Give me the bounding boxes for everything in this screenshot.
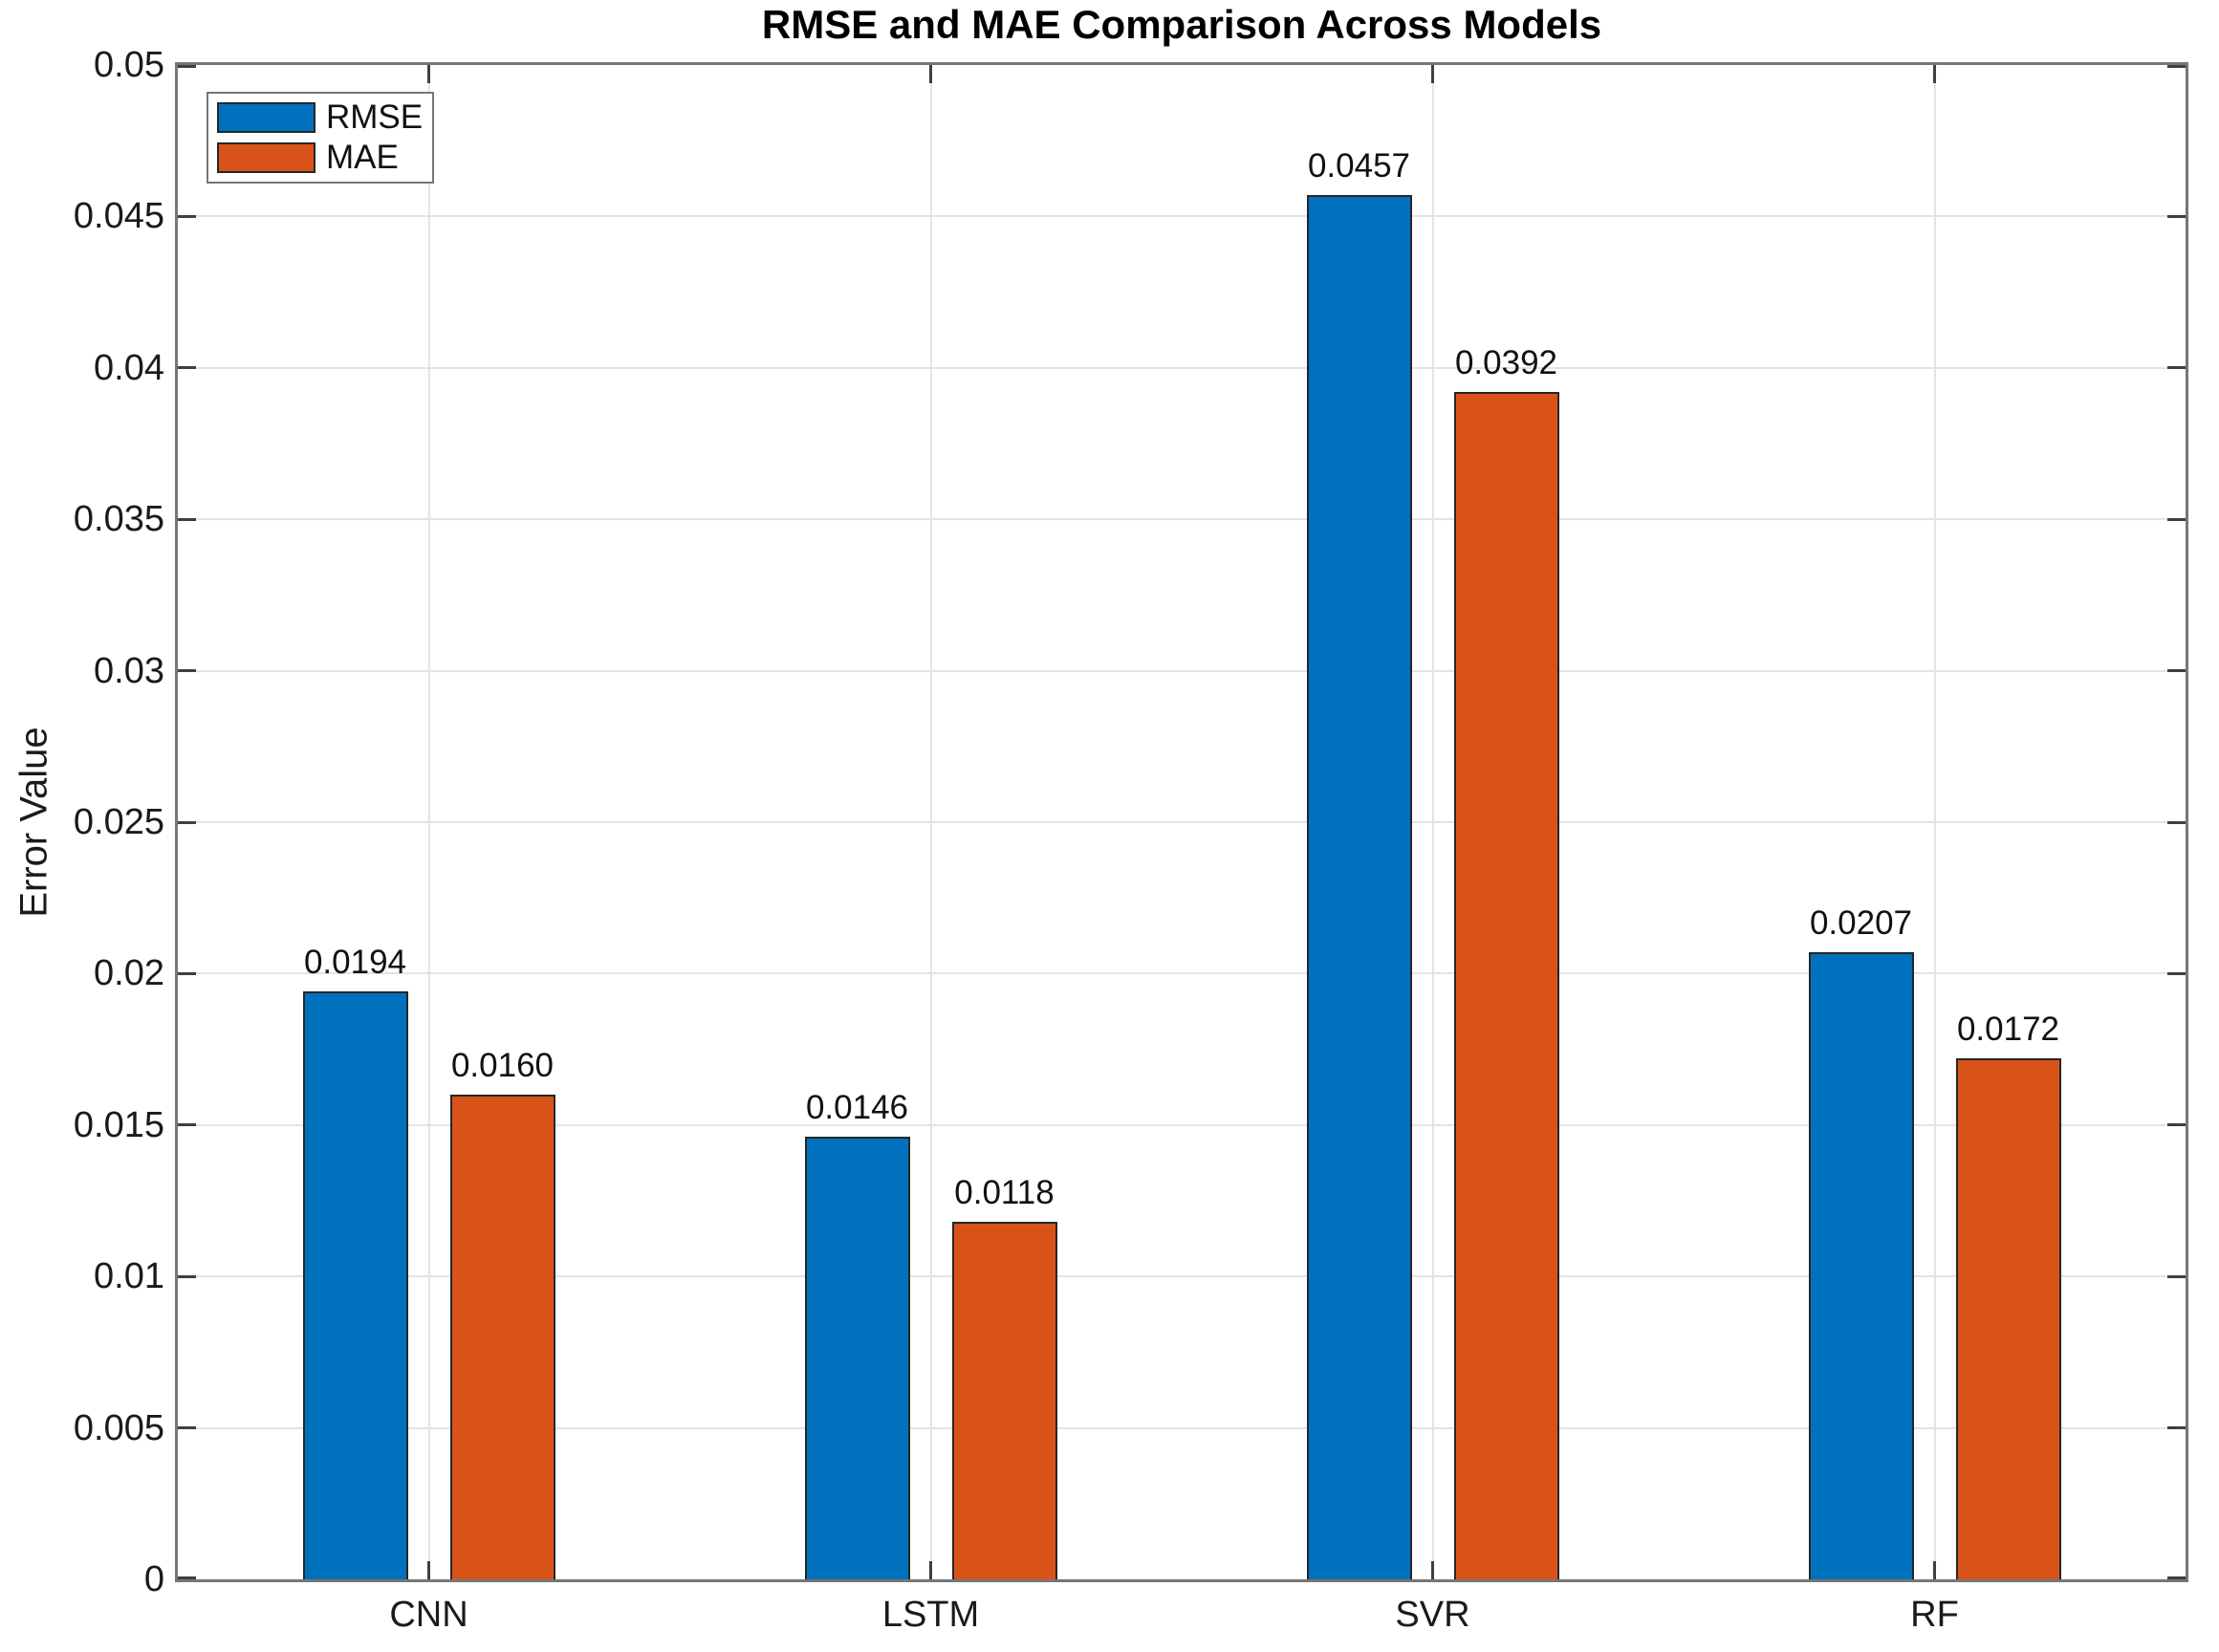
legend-swatch-mae [217,142,315,173]
bar-value-label: 0.0160 [450,1047,555,1084]
x-category-label: RF [1910,1595,1959,1635]
legend-label-mae: MAE [326,139,399,176]
gridline-horizontal [178,669,2186,672]
y-tick-label: 0.05 [94,45,164,85]
axis-tick-y [2167,1426,2186,1430]
y-tick-label: 0.045 [73,196,164,237]
axis-tick-x [929,1561,932,1579]
bar-rmse-lstm [804,1137,910,1579]
legend-label-rmse: RMSE [326,98,424,136]
axis-tick-x [1431,65,1434,83]
y-tick-label: 0.01 [94,1256,164,1297]
axis-tick-y [178,1123,196,1127]
bar-value-label: 0.0207 [1809,904,1913,942]
axis-tick-x [427,65,430,83]
legend: RMSE MAE [207,92,434,184]
axis-tick-y [178,820,196,824]
legend-swatch-rmse [217,102,315,133]
gridline-horizontal [178,518,2186,521]
axis-tick-y [2167,517,2186,521]
axis-tick-x [427,1561,430,1579]
axis-tick-y [178,971,196,975]
gridline-vertical [427,65,430,1579]
axis-tick-y [2167,65,2186,68]
gridline-horizontal [178,215,2186,218]
y-tick-label: 0.02 [94,953,164,994]
bar-value-label: 0.0172 [1956,1011,2060,1048]
gridline-vertical [1431,65,1434,1579]
axis-tick-y [2167,214,2186,218]
bar-value-label: 0.0194 [303,944,407,981]
y-tick-label: 0.04 [94,347,164,388]
chart-title: RMSE and MAE Comparison Across Models [761,2,1602,47]
bar-value-label: 0.0118 [954,1174,1055,1211]
axis-tick-x [1431,1561,1434,1579]
bar-mae-rf [1955,1058,2061,1579]
x-category-label: LSTM [881,1595,980,1635]
gridline-horizontal [178,1123,2186,1126]
gridline-horizontal [178,1426,2186,1429]
bar-mae-lstm [951,1222,1057,1579]
y-tick-label: 0.035 [73,499,164,540]
axis-tick-y [2167,366,2186,370]
axis-tick-y [178,214,196,218]
legend-item-mae: MAE [217,139,432,176]
legend-item-rmse: RMSE [217,98,432,136]
axis-tick-y [178,1426,196,1430]
gridline-horizontal [178,821,2186,823]
x-category-label: SVR [1395,1595,1470,1635]
bar-value-label: 0.0392 [1454,344,1558,381]
bar-mae-svr [1453,392,1559,1579]
bar-mae-cnn [449,1095,555,1579]
bar-value-label: 0.0457 [1307,147,1411,185]
y-tick-label: 0.015 [73,1104,164,1145]
gridline-horizontal [178,972,2186,975]
x-category-label: CNN [389,1595,468,1635]
y-tick-label: 0.03 [94,650,164,691]
axis-tick-y [2167,1274,2186,1278]
axis-tick-y [2167,669,2186,673]
bar-value-label: 0.0146 [805,1089,909,1126]
y-tick-label: 0.005 [73,1407,164,1448]
axis-tick-x [1933,1561,1936,1579]
axis-tick-y [178,1274,196,1278]
axis-tick-y [178,366,196,370]
gridline-horizontal [178,1275,2186,1278]
y-tick-label: 0 [143,1559,164,1599]
axis-tick-y [2167,1123,2186,1127]
axis-tick-y [2167,971,2186,975]
axis-tick-x [929,65,932,83]
bar-rmse-rf [1808,952,1914,1579]
axis-tick-y [2167,820,2186,824]
gridline-vertical [929,65,932,1579]
axis-tick-y [178,517,196,521]
axis-tick-y [2167,1576,2186,1579]
axis-tick-y [178,65,196,68]
bar-rmse-cnn [302,991,408,1579]
bar-rmse-svr [1306,195,1412,1579]
gridline-vertical [1933,65,1936,1579]
axis-tick-x [1933,65,1936,83]
y-tick-label: 0.025 [73,802,164,842]
gridline-horizontal [178,366,2186,369]
plot-area: RMSE MAE 0.0194 0.0160 0.0146 0.0118 0.0457 0… [175,62,2188,1582]
axis-tick-y [178,669,196,673]
axis-tick-y [178,1576,196,1579]
